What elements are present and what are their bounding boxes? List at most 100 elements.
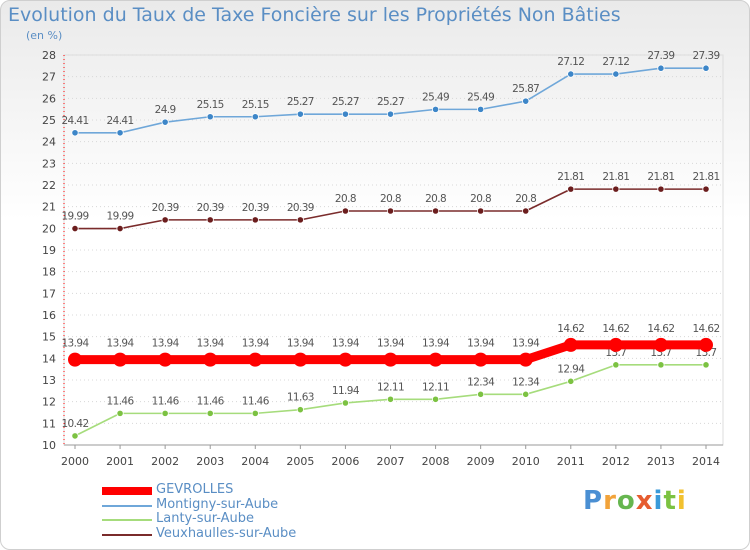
- data-point: [341, 207, 350, 215]
- data-label: 11.94: [332, 385, 360, 397]
- data-label: 20.8: [380, 193, 401, 205]
- proxiti-logo: Proxiti: [583, 486, 687, 516]
- data-point: [206, 113, 214, 121]
- data-point: [158, 352, 173, 367]
- data-point: [567, 377, 575, 385]
- data-label: 13.94: [332, 338, 360, 350]
- y-tick-label: 20: [42, 222, 56, 235]
- data-label: 11.46: [242, 395, 270, 407]
- data-label: 13.94: [197, 338, 225, 350]
- y-tick-label: 27: [42, 71, 56, 84]
- data-label: 14.62: [647, 323, 674, 335]
- x-tick-label: 2009: [467, 455, 495, 468]
- x-tick-label: 2011: [557, 455, 585, 468]
- data-label: 25.27: [377, 96, 404, 108]
- x-tick-label: 2005: [286, 455, 314, 468]
- data-label: 12.94: [557, 363, 585, 375]
- data-point: [113, 352, 128, 367]
- data-label: 13.94: [467, 338, 495, 350]
- data-label: 11.46: [107, 395, 135, 407]
- x-tick-label: 2013: [647, 455, 675, 468]
- data-label: 12.34: [467, 376, 495, 388]
- data-point: [206, 216, 214, 224]
- data-point: [567, 70, 575, 78]
- data-point: [71, 129, 79, 137]
- data-label: 20.8: [335, 193, 356, 205]
- chart-title: Evolution du Taux de Taxe Foncière sur l…: [8, 4, 621, 26]
- data-point: [702, 64, 710, 72]
- y-tick-label: 19: [42, 244, 56, 257]
- data-label: 20.39: [197, 202, 224, 214]
- y-tick-label: 21: [42, 201, 56, 214]
- data-label: 13.94: [377, 338, 405, 350]
- data-label: 27.12: [557, 56, 584, 68]
- data-label: 20.39: [287, 202, 314, 214]
- y-tick-label: 16: [42, 309, 56, 322]
- legend-label: GEVROLLES: [156, 482, 234, 497]
- data-label: 25.27: [332, 96, 359, 108]
- data-point: [522, 390, 530, 398]
- x-tick-label: 2014: [692, 455, 720, 468]
- data-point: [608, 337, 623, 352]
- data-label: 13.94: [512, 338, 540, 350]
- y-tick-label: 12: [42, 396, 56, 409]
- data-point: [161, 216, 169, 224]
- y-tick-label: 24: [42, 136, 56, 149]
- data-label: 10.42: [61, 418, 88, 430]
- data-point: [251, 216, 259, 224]
- data-label: 25.49: [467, 91, 494, 103]
- data-label: 13.94: [107, 338, 135, 350]
- data-label: 25.15: [197, 99, 224, 111]
- legend-swatch: [102, 487, 152, 495]
- data-label: 24.41: [61, 115, 88, 127]
- data-label: 25.15: [242, 99, 269, 111]
- data-label: 20.8: [470, 193, 491, 205]
- data-point: [477, 207, 485, 215]
- x-tick-label: 2000: [61, 455, 89, 468]
- y-tick-label: 10: [42, 439, 56, 452]
- data-label: 27.12: [602, 56, 629, 68]
- data-label: 19.99: [107, 211, 134, 223]
- data-point: [431, 395, 440, 403]
- data-point: [341, 110, 350, 118]
- y-tick-label: 15: [42, 331, 56, 344]
- y-tick-label: 26: [42, 92, 56, 105]
- data-label: 12.11: [377, 381, 404, 393]
- data-point: [203, 352, 218, 367]
- data-label: 20.8: [425, 193, 446, 205]
- data-point: [68, 352, 82, 367]
- x-tick-label: 2006: [331, 455, 359, 468]
- x-tick-label: 2010: [512, 455, 540, 468]
- data-point: [71, 432, 79, 440]
- data-point: [338, 352, 353, 367]
- data-label: 12.11: [422, 381, 449, 393]
- y-tick-label: 13: [42, 374, 56, 387]
- data-label: 12.34: [512, 376, 540, 388]
- data-label: 24.9: [155, 104, 176, 116]
- x-tick-label: 2008: [422, 455, 450, 468]
- data-point: [431, 207, 440, 215]
- data-label: 27.39: [647, 50, 674, 62]
- data-label: 25.87: [512, 83, 539, 95]
- data-label: 13.7: [605, 347, 626, 359]
- data-point: [657, 361, 665, 369]
- y-tick-label: 25: [42, 114, 56, 127]
- data-point: [518, 352, 533, 367]
- data-point: [296, 110, 304, 118]
- x-tick-label: 2002: [151, 455, 179, 468]
- data-label: 11.46: [197, 395, 225, 407]
- data-point: [657, 64, 665, 72]
- data-label: 20.39: [152, 202, 179, 214]
- data-point: [248, 352, 263, 367]
- legend-swatch: [102, 519, 152, 521]
- data-label: 25.27: [287, 96, 314, 108]
- data-label: 13.94: [287, 338, 315, 350]
- data-point: [522, 97, 530, 105]
- data-point: [116, 409, 124, 417]
- data-label: 20.39: [242, 202, 269, 214]
- y-tick-label: 28: [42, 49, 56, 62]
- data-label: 13.7: [696, 347, 717, 359]
- data-label: 21.81: [602, 171, 629, 183]
- x-tick-label: 2007: [377, 455, 405, 468]
